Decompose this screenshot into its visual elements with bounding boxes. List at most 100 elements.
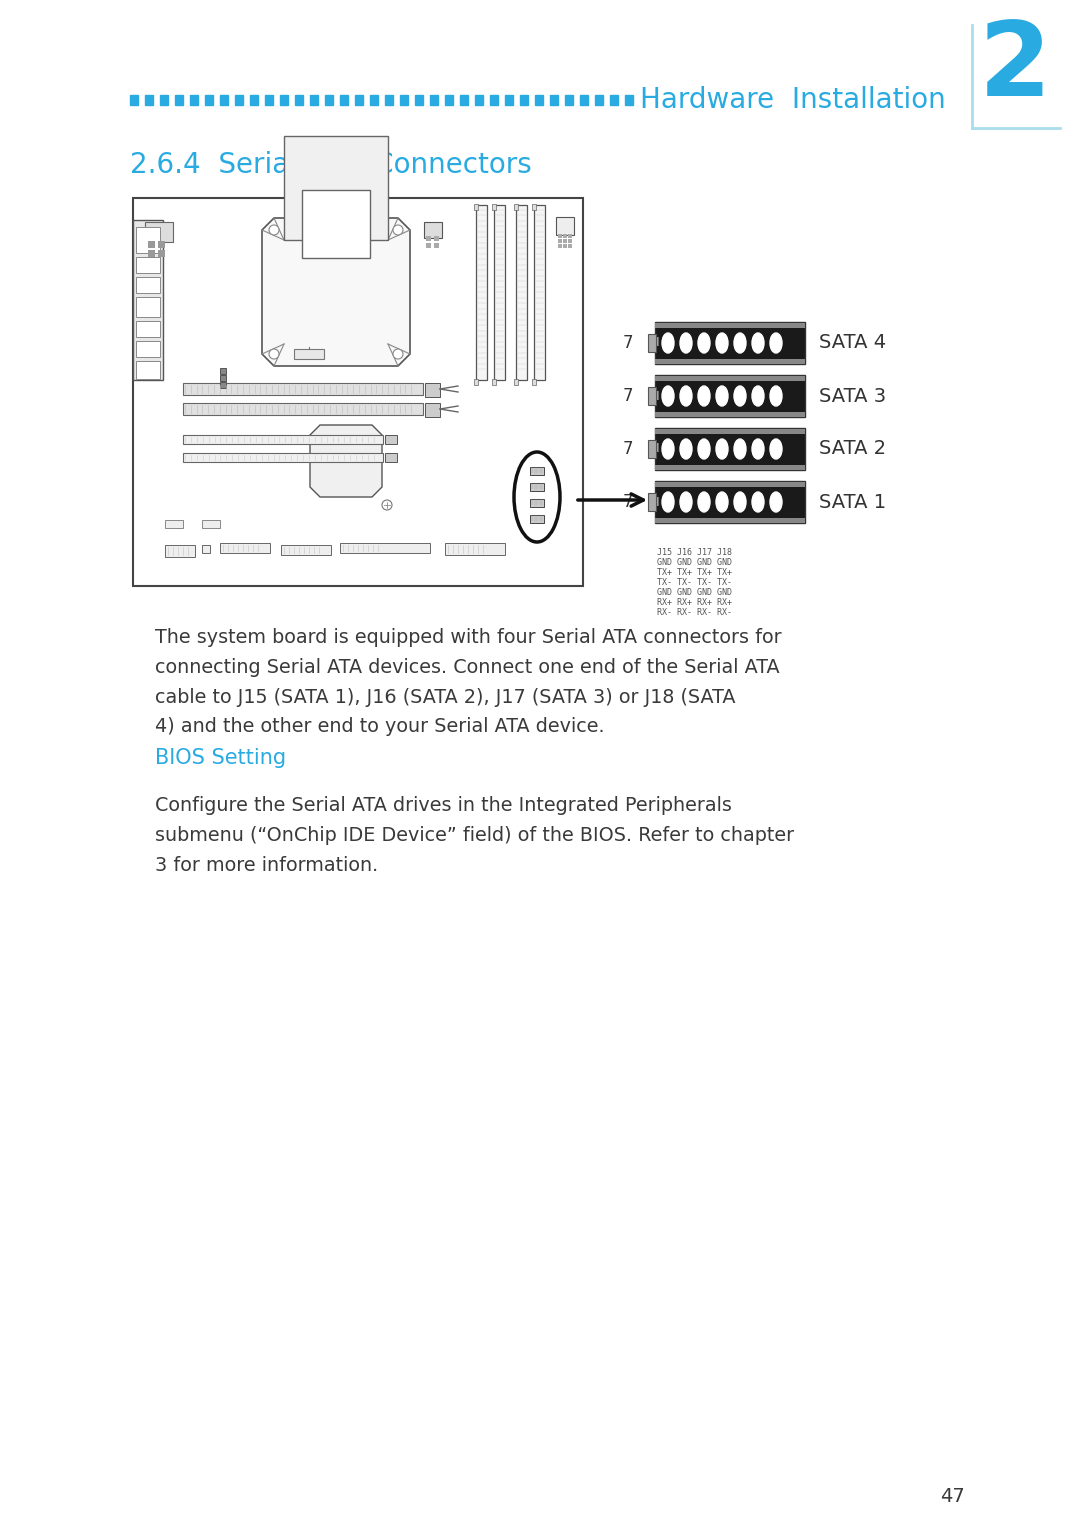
Bar [220, 542, 270, 553]
Bar [654, 481, 805, 523]
Bar [384, 435, 397, 445]
Polygon shape [262, 219, 410, 367]
Bar [654, 481, 805, 487]
Bar [535, 95, 543, 105]
Bar [568, 234, 572, 238]
Polygon shape [310, 425, 382, 497]
Bar [145, 222, 173, 241]
Text: 7: 7 [622, 387, 633, 405]
Bar [475, 95, 483, 105]
Bar [133, 220, 163, 380]
Bar [648, 492, 656, 512]
Bar [445, 95, 453, 105]
Bar [165, 545, 195, 558]
Text: GND GND GND GND: GND GND GND GND [657, 588, 732, 597]
Ellipse shape [752, 439, 764, 458]
Ellipse shape [734, 492, 746, 512]
Bar [136, 296, 160, 316]
Bar [654, 359, 805, 364]
Bar [145, 95, 153, 105]
Bar [654, 428, 805, 471]
Ellipse shape [698, 387, 710, 406]
Text: SATA 4: SATA 4 [819, 333, 886, 353]
Ellipse shape [698, 492, 710, 512]
Bar [530, 483, 544, 490]
Bar [558, 238, 562, 243]
Bar [474, 379, 478, 385]
Bar [648, 333, 656, 353]
Bar [183, 435, 383, 445]
Bar [530, 500, 544, 507]
Bar [532, 205, 536, 209]
Bar [183, 452, 383, 461]
Bar [490, 95, 498, 105]
Bar [654, 322, 805, 364]
Bar [648, 440, 656, 458]
Ellipse shape [716, 492, 728, 512]
Text: 47: 47 [940, 1487, 964, 1505]
Bar [460, 95, 468, 105]
Bar [426, 384, 440, 397]
Bar [183, 403, 423, 416]
Bar [325, 95, 333, 105]
Bar [580, 95, 588, 105]
Bar [158, 241, 165, 248]
Text: TX- TX- TX- TX-: TX- TX- TX- TX- [657, 578, 732, 587]
Text: I: I [657, 390, 660, 402]
Bar [294, 348, 324, 359]
Ellipse shape [716, 387, 728, 406]
Bar [445, 542, 505, 555]
Bar [565, 95, 573, 105]
Bar [595, 95, 603, 105]
Bar [249, 95, 258, 105]
Bar [302, 189, 370, 258]
Text: RX- RX- RX- RX-: RX- RX- RX- RX- [657, 608, 732, 617]
Bar [558, 234, 562, 238]
Text: SATA 3: SATA 3 [819, 387, 886, 405]
Bar [205, 95, 213, 105]
Text: TX+ TX+ TX+ TX+: TX+ TX+ TX+ TX+ [657, 568, 732, 578]
Bar [136, 341, 160, 358]
Ellipse shape [698, 333, 710, 353]
Bar [415, 95, 423, 105]
Bar [370, 95, 378, 105]
Ellipse shape [752, 387, 764, 406]
Ellipse shape [662, 492, 674, 512]
Circle shape [382, 500, 392, 510]
Bar [190, 95, 198, 105]
Bar [160, 95, 168, 105]
Bar [130, 95, 138, 105]
Bar [474, 205, 478, 209]
Bar [340, 542, 430, 553]
Bar [265, 95, 273, 105]
Bar [175, 95, 183, 105]
Circle shape [393, 348, 403, 359]
Bar [654, 429, 805, 434]
Text: BIOS Setting: BIOS Setting [156, 749, 286, 769]
Bar [556, 217, 573, 235]
Bar [530, 468, 544, 475]
Text: SATA 1: SATA 1 [819, 492, 886, 512]
Text: 7: 7 [622, 440, 633, 458]
Bar [158, 251, 165, 257]
Bar [430, 95, 438, 105]
Bar [295, 95, 303, 105]
Bar [514, 205, 518, 209]
Bar [310, 95, 318, 105]
Bar [654, 518, 805, 523]
Text: 2: 2 [978, 17, 1051, 119]
Text: I: I [657, 336, 660, 350]
Text: J15 J16 J17 J18: J15 J16 J17 J18 [657, 549, 732, 558]
Bar [136, 257, 160, 274]
Bar [563, 244, 567, 248]
Ellipse shape [680, 387, 692, 406]
Ellipse shape [662, 439, 674, 458]
Bar [654, 376, 805, 380]
Bar [220, 95, 228, 105]
Bar [165, 520, 183, 529]
Circle shape [393, 225, 403, 235]
Bar [610, 95, 618, 105]
Bar [558, 244, 562, 248]
Ellipse shape [770, 333, 782, 353]
Bar [235, 95, 243, 105]
